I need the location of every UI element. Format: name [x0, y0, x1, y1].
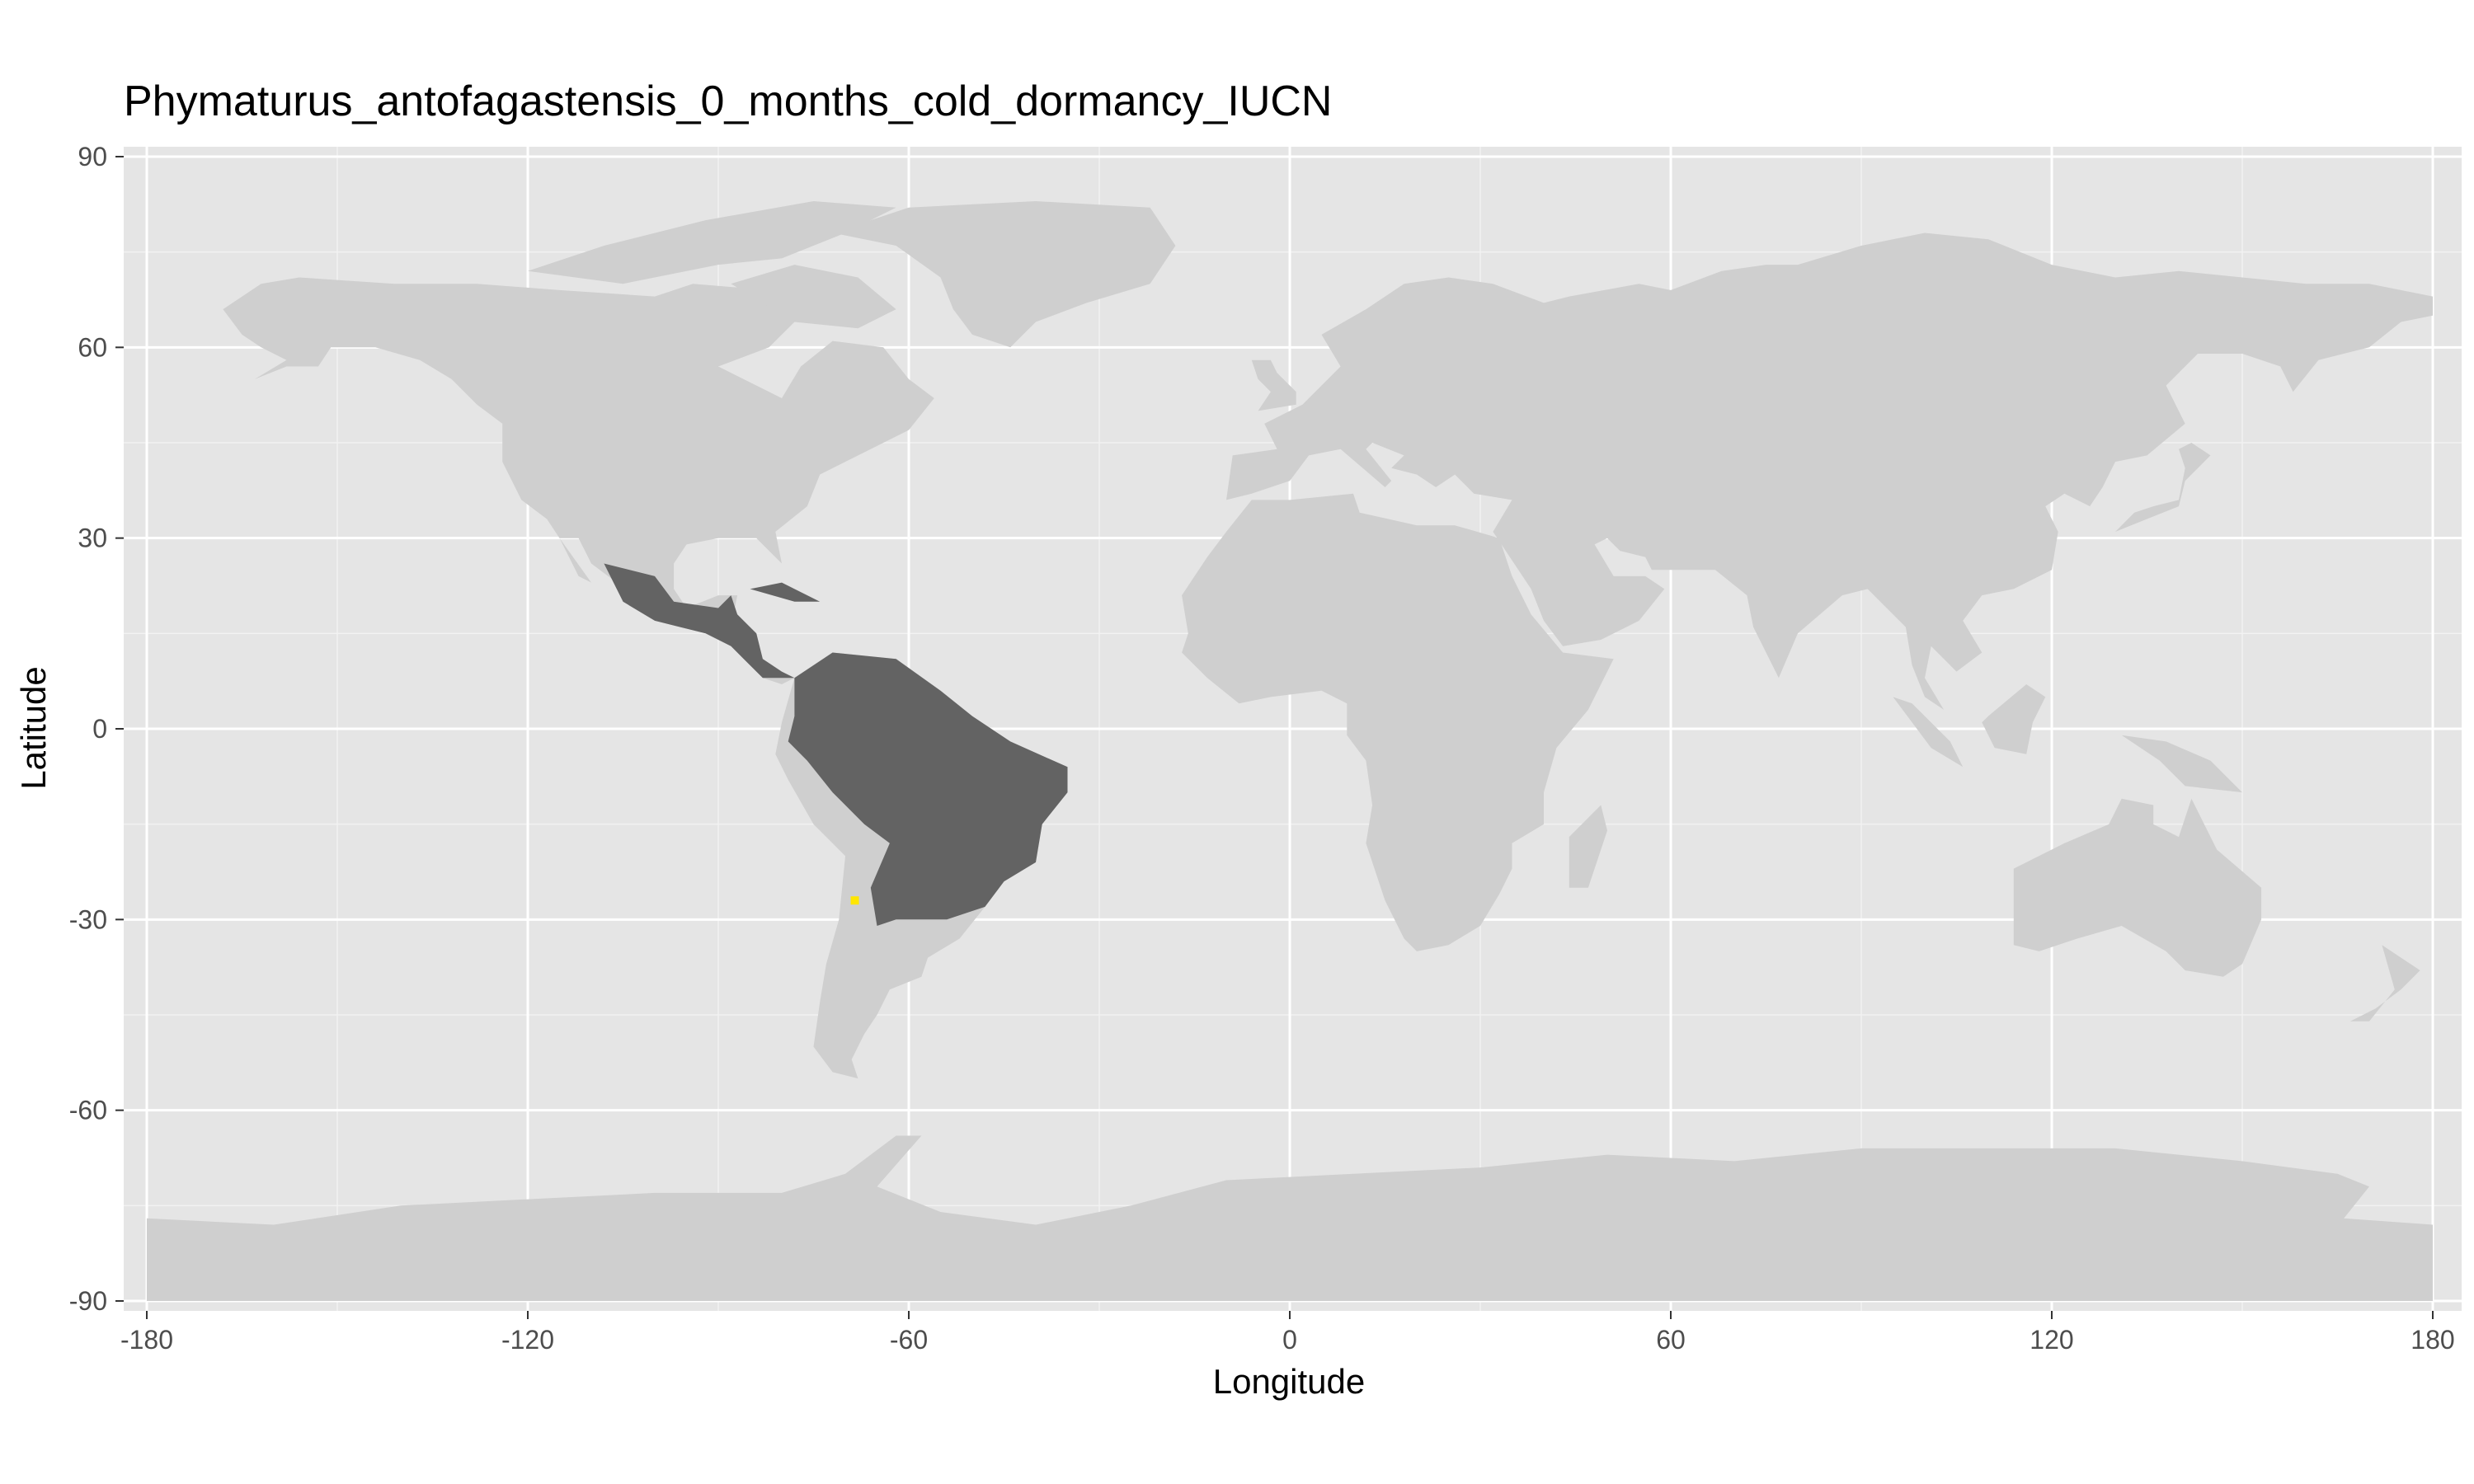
land-sumatra — [1893, 697, 1964, 768]
land-africa — [1182, 493, 1614, 951]
x-tick-label: 180 — [2411, 1325, 2454, 1355]
land-uk — [1251, 359, 1296, 411]
x-tick-label: 0 — [1282, 1325, 1297, 1355]
range-south-america-range — [788, 652, 1068, 926]
land-arctic-islands — [528, 201, 896, 284]
land-north-america — [223, 277, 934, 684]
y-tick-label: 90 — [78, 142, 107, 171]
land-new-zealand — [2349, 945, 2420, 1021]
x-tick-label: -180 — [120, 1325, 173, 1355]
x-tick-label: 60 — [1656, 1325, 1686, 1355]
occurrence-layer — [850, 896, 859, 905]
y-axis-label: Latitude — [14, 666, 53, 789]
y-tick-label: -60 — [69, 1096, 107, 1125]
range-central-america — [604, 563, 795, 679]
land-japan — [2115, 443, 2211, 532]
x-axis-ticks: -180 -120 -60 0 60 120 180 — [120, 1311, 2455, 1355]
land-antarctica — [147, 1135, 2433, 1301]
y-tick-label: -30 — [69, 904, 107, 934]
x-axis-label: Longitude — [1213, 1362, 1366, 1401]
land-australia — [2013, 798, 2262, 977]
y-tick-label: 30 — [78, 524, 107, 553]
land-madagascar — [1569, 805, 1607, 888]
y-tick-label: 0 — [92, 714, 107, 744]
chart-title: Phymaturus_antofagastensis_0_months_cold… — [124, 77, 1332, 125]
land-baffin — [731, 265, 896, 329]
x-tick-label: -60 — [890, 1325, 928, 1355]
x-tick-label: -120 — [501, 1325, 554, 1355]
land-eurasia — [1226, 232, 2433, 710]
species-range-layer — [604, 563, 1068, 926]
x-tick-label: 120 — [2030, 1325, 2073, 1355]
y-tick-label: -90 — [69, 1286, 107, 1316]
occurrence-point — [850, 896, 859, 905]
y-axis-ticks: -90 -60 -30 0 30 60 90 — [69, 142, 124, 1316]
y-tick-label: 60 — [78, 332, 107, 362]
land-borneo — [1982, 684, 2046, 754]
range-cuba — [750, 582, 821, 602]
land-greenland — [832, 201, 1176, 348]
land-new-guinea — [2121, 735, 2242, 793]
